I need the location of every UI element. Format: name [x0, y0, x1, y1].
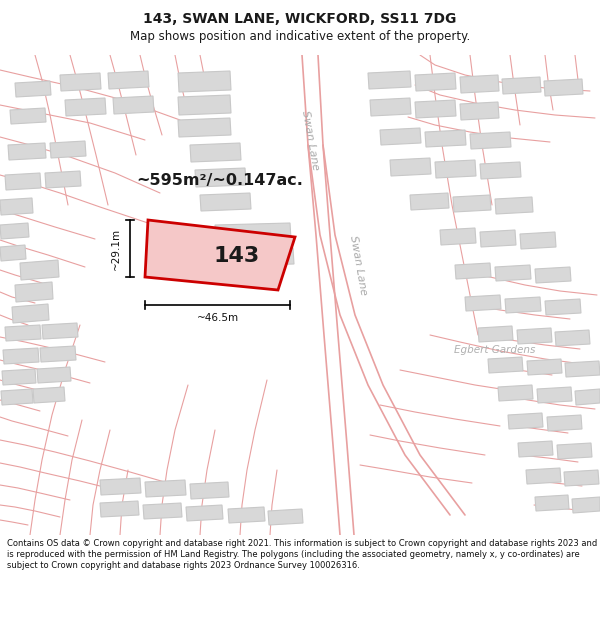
Polygon shape — [190, 482, 229, 499]
Polygon shape — [547, 415, 582, 431]
Polygon shape — [455, 263, 491, 279]
Polygon shape — [370, 98, 411, 116]
Polygon shape — [218, 248, 294, 266]
Polygon shape — [108, 71, 149, 89]
Polygon shape — [5, 173, 41, 190]
Polygon shape — [572, 497, 600, 513]
Polygon shape — [460, 75, 499, 93]
Polygon shape — [537, 387, 572, 403]
Polygon shape — [410, 193, 449, 210]
Polygon shape — [470, 132, 511, 149]
Polygon shape — [12, 304, 49, 323]
Polygon shape — [190, 143, 241, 162]
Polygon shape — [178, 71, 231, 92]
Text: Egbert Gardens: Egbert Gardens — [454, 345, 536, 355]
Polygon shape — [178, 118, 231, 137]
Polygon shape — [498, 385, 533, 401]
Polygon shape — [535, 495, 569, 511]
Polygon shape — [65, 98, 106, 116]
Polygon shape — [505, 297, 541, 313]
Polygon shape — [390, 158, 431, 176]
Polygon shape — [195, 168, 246, 187]
Polygon shape — [0, 223, 29, 239]
Polygon shape — [268, 509, 303, 525]
Polygon shape — [495, 265, 531, 281]
Polygon shape — [15, 81, 51, 97]
Text: Map shows position and indicative extent of the property.: Map shows position and indicative extent… — [130, 30, 470, 43]
Text: 143: 143 — [214, 246, 260, 266]
Polygon shape — [495, 197, 533, 214]
Polygon shape — [20, 260, 59, 280]
Polygon shape — [526, 468, 561, 484]
Polygon shape — [33, 387, 65, 403]
Polygon shape — [488, 357, 523, 373]
Polygon shape — [145, 220, 295, 290]
Polygon shape — [565, 361, 600, 377]
Polygon shape — [145, 480, 186, 497]
Polygon shape — [8, 143, 46, 160]
Polygon shape — [186, 505, 223, 521]
Polygon shape — [15, 282, 53, 302]
Text: ~595m²/~0.147ac.: ~595m²/~0.147ac. — [137, 173, 304, 188]
Polygon shape — [10, 108, 46, 124]
Text: Contains OS data © Crown copyright and database right 2021. This information is : Contains OS data © Crown copyright and d… — [7, 539, 598, 570]
Polygon shape — [100, 501, 139, 517]
Polygon shape — [465, 295, 501, 311]
Polygon shape — [215, 223, 291, 241]
Polygon shape — [527, 359, 562, 375]
Polygon shape — [60, 73, 101, 91]
Polygon shape — [3, 348, 39, 364]
Polygon shape — [557, 443, 592, 459]
Polygon shape — [368, 71, 411, 89]
Text: Swan Lane: Swan Lane — [300, 109, 320, 171]
Polygon shape — [453, 195, 491, 212]
Polygon shape — [425, 130, 466, 147]
Polygon shape — [0, 198, 33, 215]
Polygon shape — [435, 160, 476, 178]
Polygon shape — [460, 102, 499, 120]
Polygon shape — [502, 77, 541, 94]
Text: ~46.5m: ~46.5m — [196, 313, 239, 323]
Polygon shape — [415, 100, 456, 118]
Polygon shape — [380, 128, 421, 145]
Polygon shape — [545, 299, 581, 315]
Polygon shape — [100, 478, 141, 495]
Polygon shape — [478, 326, 513, 342]
Text: 143, SWAN LANE, WICKFORD, SS11 7DG: 143, SWAN LANE, WICKFORD, SS11 7DG — [143, 12, 457, 26]
Polygon shape — [440, 228, 476, 245]
Polygon shape — [564, 470, 599, 486]
Polygon shape — [113, 96, 154, 114]
Polygon shape — [42, 323, 78, 339]
Polygon shape — [178, 95, 231, 115]
Polygon shape — [555, 330, 590, 346]
Polygon shape — [1, 389, 33, 405]
Polygon shape — [143, 503, 182, 519]
Polygon shape — [5, 325, 41, 341]
Polygon shape — [2, 369, 36, 385]
Polygon shape — [37, 367, 71, 383]
Polygon shape — [575, 389, 600, 405]
Polygon shape — [518, 441, 553, 457]
Polygon shape — [517, 328, 552, 344]
Polygon shape — [228, 507, 265, 523]
Polygon shape — [0, 245, 26, 261]
Polygon shape — [535, 267, 571, 283]
Polygon shape — [200, 193, 251, 211]
Polygon shape — [480, 162, 521, 179]
Polygon shape — [508, 413, 543, 429]
Polygon shape — [544, 79, 583, 96]
Text: ~29.1m: ~29.1m — [111, 228, 121, 269]
Polygon shape — [45, 171, 81, 188]
Polygon shape — [40, 346, 76, 362]
Polygon shape — [480, 230, 516, 247]
Polygon shape — [415, 73, 456, 91]
Text: Swan Lane: Swan Lane — [348, 234, 368, 296]
Polygon shape — [520, 232, 556, 249]
Polygon shape — [50, 141, 86, 158]
